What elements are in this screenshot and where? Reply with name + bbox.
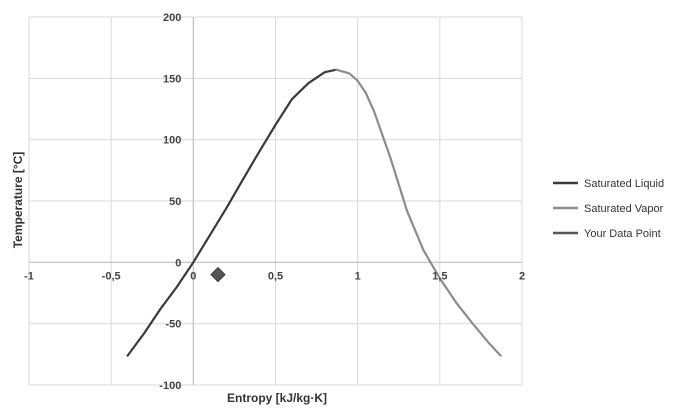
x-tick-label: 0,5 [268, 270, 283, 282]
series-area [126, 68, 502, 357]
series-line-saturated-liquid [126, 68, 338, 357]
x-tick-label: -1 [24, 270, 34, 282]
x-axis-title: Entropy [kJ/kg·K] [227, 391, 327, 405]
y-tick-label: -100 [159, 380, 181, 392]
x-tick-label: 2 [519, 270, 525, 282]
legend-label-your-data-point: Your Data Point [584, 228, 661, 240]
data-point-your-data-point [210, 266, 226, 283]
legend-label-saturated-liquid: Saturated Liquid [584, 178, 664, 190]
x-tick-label: 1,5 [432, 270, 447, 282]
axes [29, 17, 522, 385]
y-axis-title: Temperature [°C] [11, 152, 25, 249]
tick-labels: -1 -0,5 0 0,5 1 1,5 2 -100 -50 0 50 100 150 200 [24, 12, 525, 392]
x-tick-label: -0,5 [102, 270, 121, 282]
y-tick-label: 0 [175, 257, 181, 269]
legend: Saturated Liquid Saturated Vapor Your Da… [553, 178, 664, 240]
series-line-saturated-vapor [335, 68, 502, 357]
y-tick-label: 50 [169, 196, 181, 208]
x-tick-label: 1 [355, 270, 361, 282]
x-tick-label: 0 [190, 270, 196, 282]
y-tick-label: -50 [165, 319, 181, 331]
grid [28, 16, 523, 386]
y-tick-label: 150 [163, 73, 181, 85]
y-tick-label: 100 [163, 135, 181, 147]
legend-label-saturated-vapor: Saturated Vapor [584, 203, 664, 215]
y-tick-label: 200 [163, 12, 181, 24]
